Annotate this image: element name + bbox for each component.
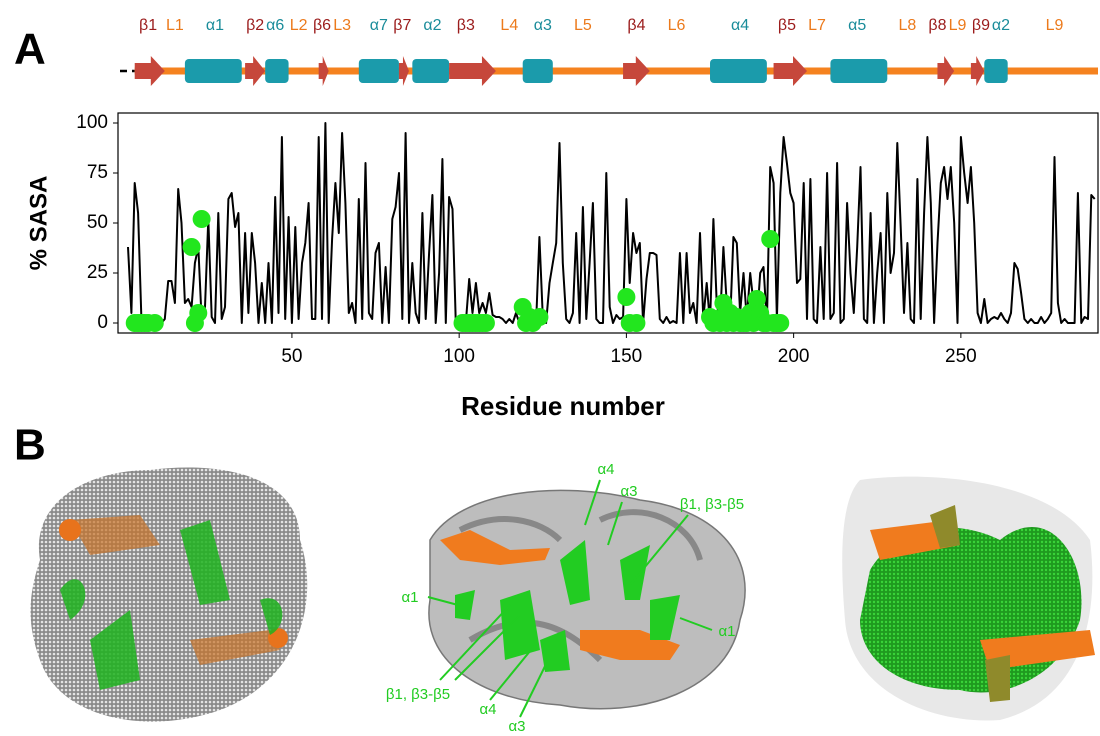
structure-label: α2 <box>423 17 441 34</box>
structure-label: α5 <box>848 17 866 34</box>
point <box>530 308 549 326</box>
structure-label: β2 <box>246 17 264 34</box>
panel-label: A <box>14 25 46 74</box>
strand <box>970 56 985 86</box>
annotation: α4 <box>479 701 496 718</box>
structure-label: α2 <box>992 17 1010 34</box>
structure-label: α7 <box>370 17 388 34</box>
strand <box>398 56 409 86</box>
structure-label: L1 <box>166 17 184 34</box>
secondary-structure: β1 L1 α1 β2 α6 L2 β6 L3 α7 β7 α2 β3 L4 α3 L5 β4 L6 α4 β5 L7… <box>120 17 1098 86</box>
point <box>182 238 201 256</box>
y-tick-label: 0 <box>97 312 108 333</box>
y-tick-label: 50 <box>87 212 108 233</box>
helix <box>358 59 399 83</box>
helix <box>522 59 553 83</box>
helix <box>830 59 888 83</box>
x-tick-label: 200 <box>778 346 810 367</box>
structure-label: L9 <box>949 17 967 34</box>
structure-label: L8 <box>898 17 916 34</box>
structure-label: L7 <box>808 17 826 34</box>
structure-image-cartoon <box>427 479 746 718</box>
strand <box>245 56 266 86</box>
point <box>476 314 495 332</box>
structure-label: α1 <box>206 17 224 34</box>
annotation: β1, β3-β5 <box>680 496 744 513</box>
structure-label: L9 <box>1046 17 1064 34</box>
strand <box>134 56 165 86</box>
x-tick-label: 100 <box>443 346 475 367</box>
annotation: α3 <box>620 483 637 500</box>
strand <box>623 56 650 86</box>
helix <box>184 59 242 83</box>
point <box>145 314 164 332</box>
structure-label: β5 <box>778 17 796 34</box>
point <box>761 230 780 248</box>
x-tick-label: 250 <box>945 346 977 367</box>
strand <box>449 56 496 86</box>
x-tick-label: 50 <box>281 346 302 367</box>
point <box>192 210 211 228</box>
structure-label: β8 <box>928 17 946 34</box>
strand <box>937 56 955 86</box>
point <box>627 314 646 332</box>
structure-label: L2 <box>290 17 308 34</box>
x-tick-label: 150 <box>611 346 643 367</box>
helix <box>265 59 289 83</box>
structure-label: β1 <box>139 17 157 34</box>
structure-label: α4 <box>731 17 749 34</box>
structure-image-surface <box>30 467 308 722</box>
point <box>771 314 790 332</box>
structure-label: L3 <box>333 17 351 34</box>
structure-label: β6 <box>313 17 331 34</box>
y-tick-label: 75 <box>87 162 108 183</box>
sasa-line <box>127 122 1096 324</box>
structure-label: β4 <box>627 17 645 34</box>
annotation: β1, β3-β5 <box>386 686 450 703</box>
y-tick-label: 25 <box>87 262 108 283</box>
helix <box>710 59 767 83</box>
structure-label: L6 <box>668 17 686 34</box>
structure-label: β3 <box>457 17 475 34</box>
structure-label: β9 <box>972 17 990 34</box>
annotation: α1 <box>718 623 735 640</box>
structure-label: α6 <box>266 17 284 34</box>
helix <box>412 59 450 83</box>
x-axis-label: Residue number <box>461 391 665 421</box>
structure-image-spheres <box>842 476 1095 721</box>
annotation: α4 <box>597 461 614 478</box>
helix <box>984 59 1008 83</box>
panel-label: B <box>14 421 46 470</box>
plot: 0 25 50 75 100 50 100 150 200 250 <box>76 112 1099 367</box>
strand <box>773 56 808 86</box>
structure-label: α3 <box>534 17 552 34</box>
structure-label: β7 <box>393 17 411 34</box>
annotation: α3 <box>508 718 525 731</box>
point <box>189 304 208 322</box>
structure-label: L5 <box>574 17 592 34</box>
y-tick-label: 100 <box>76 112 108 133</box>
point <box>747 290 766 308</box>
annotation: α1 <box>401 589 418 606</box>
strand <box>318 56 329 86</box>
point <box>617 288 636 306</box>
y-axis-label: % SASA <box>25 176 52 271</box>
structure-label: L4 <box>500 17 518 34</box>
